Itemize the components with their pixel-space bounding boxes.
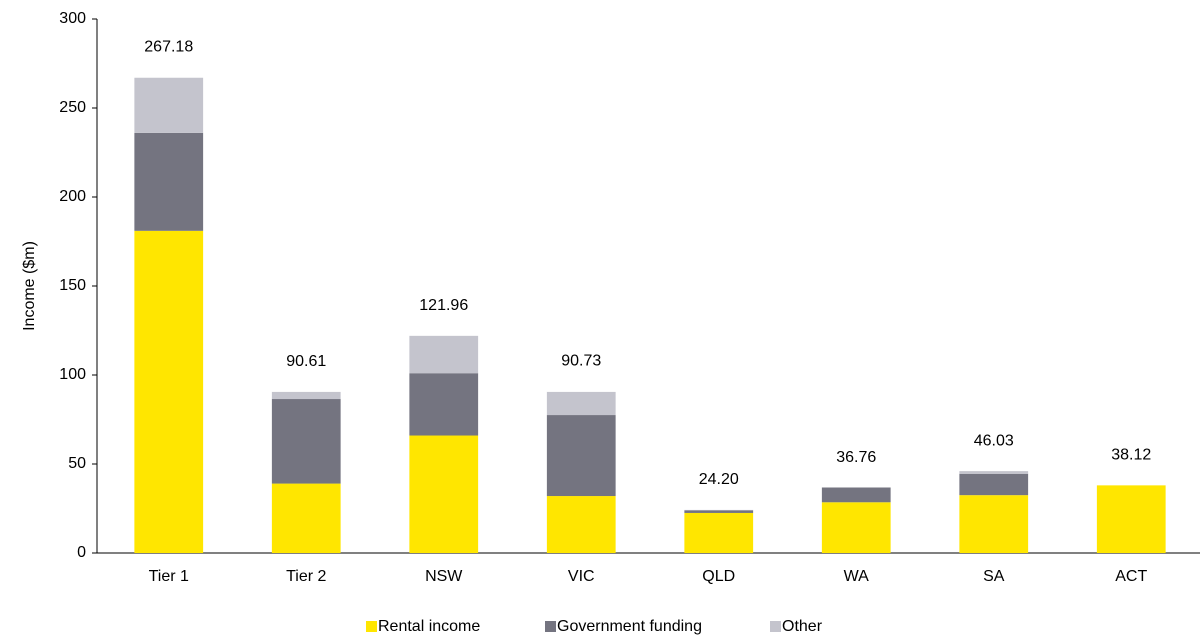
x-tick-label: QLD [702,568,735,585]
bar-segment [409,335,479,374]
total-label: 46.03 [974,432,1014,449]
y-tick-label: 100 [59,366,86,383]
y-tick-label: 200 [59,188,86,205]
total-label: 90.61 [286,353,326,370]
y-tick-label: 250 [59,99,86,116]
bar-segment [959,471,1029,474]
x-tick-label: NSW [425,568,463,585]
x-tick-label: WA [844,568,870,585]
legend-swatch [545,621,556,632]
total-label: 36.76 [836,449,876,466]
bar-segment [959,473,1029,496]
legend-label: Rental income [378,618,480,635]
y-tick-label: 300 [59,10,86,27]
total-label: 267.18 [144,39,193,56]
bar-segment [546,496,616,553]
total-label: 121.96 [419,297,468,314]
bar-segment [546,391,616,416]
bar-segment [271,483,341,553]
bar-segment [271,391,341,400]
bar-segment [409,373,479,436]
x-tick-label: SA [983,568,1005,585]
y-tick-label: 0 [77,544,86,561]
total-label: 38.12 [1111,446,1151,463]
bar-segment [546,415,616,497]
bar-segment [684,510,754,513]
bar-segment [134,77,204,133]
bar-segment [821,487,891,503]
x-tick-label: Tier 2 [286,568,326,585]
x-tick-label: ACT [1115,568,1147,585]
y-tick-label: 150 [59,277,86,294]
total-label: 24.20 [699,471,739,488]
total-label: 90.73 [561,353,601,370]
x-tick-label: VIC [568,568,595,585]
y-axis-label: Income ($m) [21,241,38,331]
bar-segment [271,399,341,484]
bar-segment [821,502,891,553]
bar-segment [959,495,1029,553]
legend-label: Government funding [557,618,702,635]
y-tick-label: 50 [68,455,86,472]
legend-swatch [366,621,377,632]
bar-segment [684,512,754,553]
bar-segment [134,230,204,553]
legend-swatch [770,621,781,632]
legend-label: Other [782,618,823,635]
bar-segment [134,132,204,231]
bar-segment [409,435,479,553]
bar-segment [1096,485,1166,553]
x-tick-label: Tier 1 [149,568,189,585]
